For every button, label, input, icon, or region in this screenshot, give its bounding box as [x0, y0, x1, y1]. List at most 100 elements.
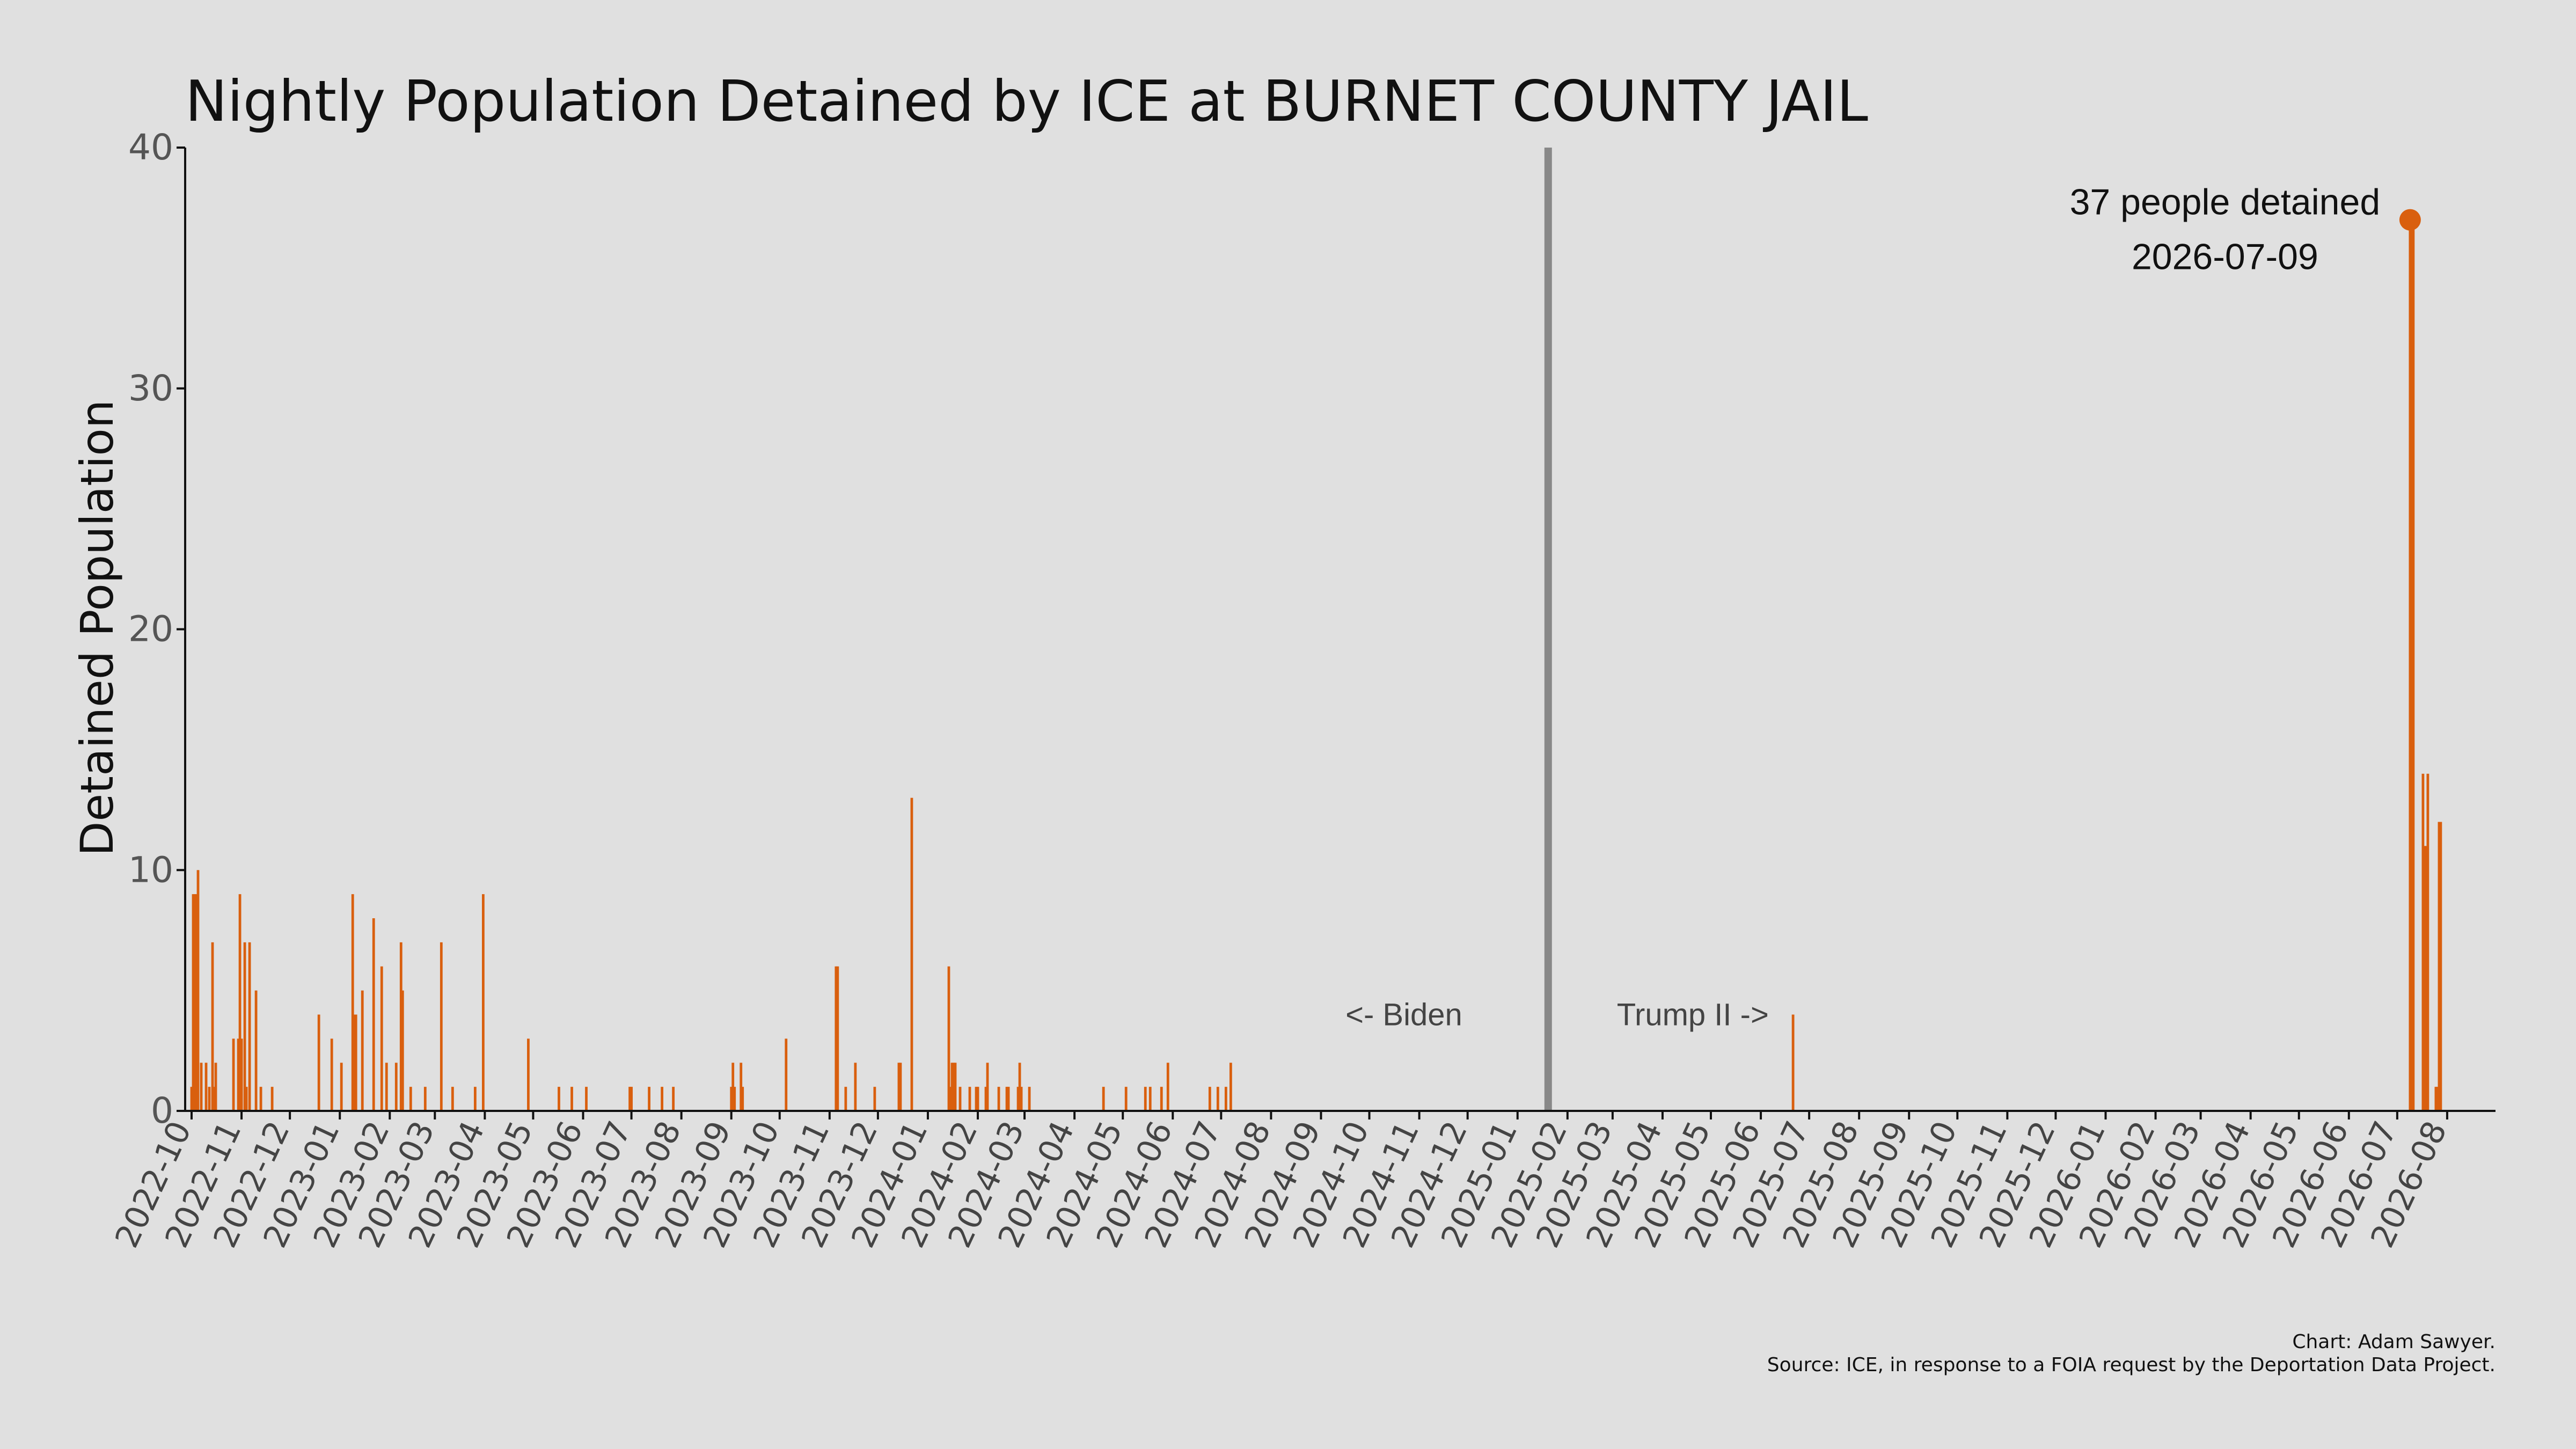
- bar: [1229, 1063, 1232, 1111]
- bar: [1016, 1087, 1020, 1111]
- bar: [190, 1087, 193, 1111]
- bar: [1224, 1087, 1227, 1111]
- bar: [844, 1087, 847, 1111]
- bar: [195, 894, 198, 1111]
- chart-credit: Chart: Adam Sawyer.: [2292, 1331, 2496, 1353]
- bar: [986, 1063, 989, 1111]
- bar: [193, 894, 196, 1111]
- bar: [835, 966, 838, 1111]
- bar: [317, 1014, 320, 1111]
- bar: [733, 1087, 736, 1111]
- y-tick-label: 20: [128, 609, 173, 650]
- y-tick-label: 0: [151, 1090, 173, 1131]
- era-label-trump: Trump II ->: [1617, 998, 1769, 1033]
- bar: [2423, 846, 2426, 1111]
- bar: [854, 1063, 857, 1111]
- bar: [1144, 1087, 1147, 1111]
- bar: [2409, 219, 2412, 1111]
- bar: [196, 870, 200, 1111]
- bar: [440, 942, 443, 1111]
- bar-series: [190, 219, 2442, 1111]
- bar: [1102, 1087, 1105, 1111]
- bar: [954, 1063, 957, 1111]
- bar: [527, 1038, 530, 1111]
- bar: [451, 1087, 454, 1111]
- bar: [2434, 1087, 2438, 1111]
- bar: [409, 1087, 412, 1111]
- bar: [661, 1087, 664, 1111]
- peak-marker: [2399, 209, 2421, 231]
- bar: [385, 1063, 388, 1111]
- bar: [1216, 1087, 1219, 1111]
- bar: [211, 942, 214, 1111]
- bar: [952, 1063, 955, 1111]
- bar: [354, 1014, 357, 1111]
- bar: [975, 1087, 978, 1111]
- bar: [947, 966, 950, 1111]
- bar: [473, 1087, 477, 1111]
- bar: [2412, 219, 2415, 1111]
- y-axis-label: Detained Population: [71, 400, 123, 856]
- bar: [628, 1087, 631, 1111]
- bar: [351, 894, 354, 1111]
- bar: [740, 1063, 743, 1111]
- bar: [423, 1087, 427, 1111]
- bar: [958, 1087, 962, 1111]
- era-label-biden: <- Biden: [1345, 998, 1462, 1033]
- y-tick-label: 30: [128, 368, 173, 409]
- bar: [1166, 1063, 1169, 1111]
- bar: [330, 1038, 333, 1111]
- bar: [380, 966, 383, 1111]
- bar: [1020, 1087, 1023, 1111]
- bar: [340, 1063, 343, 1111]
- bar: [254, 990, 258, 1111]
- bar: [2438, 822, 2441, 1111]
- bar: [1028, 1087, 1031, 1111]
- bar: [372, 918, 375, 1111]
- bar: [213, 1087, 216, 1111]
- bar: [2425, 846, 2428, 1111]
- peak-annotation-count: 37 people detained: [2070, 182, 2381, 223]
- bar: [873, 1087, 876, 1111]
- y-tick-label: 40: [128, 127, 173, 168]
- bar: [399, 942, 402, 1111]
- bar: [2410, 219, 2413, 1111]
- bar: [232, 1038, 235, 1111]
- bar: [192, 894, 195, 1111]
- bar: [248, 942, 251, 1111]
- bar: [899, 1063, 902, 1111]
- y-tick-label: 10: [128, 849, 173, 890]
- bar: [672, 1087, 675, 1111]
- bar: [1148, 1087, 1152, 1111]
- bar: [950, 1063, 954, 1111]
- bar: [785, 1038, 788, 1111]
- bar: [570, 1087, 573, 1111]
- bar: [558, 1087, 560, 1111]
- bar: [240, 1038, 243, 1111]
- bar: [200, 1063, 203, 1111]
- bar: [741, 1087, 744, 1111]
- bar: [910, 797, 913, 1111]
- chart-title: Nightly Population Detained by ICE at BU…: [185, 69, 1868, 134]
- bar: [976, 1087, 979, 1111]
- bar: [270, 1087, 274, 1111]
- bar: [1005, 1087, 1008, 1111]
- bar: [731, 1063, 735, 1111]
- bar: [2426, 773, 2429, 1111]
- y-axis-ticks: 0 10 20 30 40: [128, 127, 185, 1131]
- bar: [984, 1087, 987, 1111]
- bar: [1160, 1087, 1163, 1111]
- bar: [401, 990, 404, 1111]
- bar: [968, 1087, 971, 1111]
- bar: [204, 1063, 208, 1111]
- bar: [949, 1087, 952, 1111]
- bar: [259, 1087, 262, 1111]
- bar: [585, 1087, 588, 1111]
- bar: [208, 1087, 211, 1111]
- bar: [2439, 822, 2442, 1111]
- chart-source: Source: ICE, in response to a FOIA reque…: [1767, 1354, 2496, 1376]
- bar: [237, 1038, 240, 1111]
- peak-annotation-date: 2026-07-09: [2132, 237, 2318, 277]
- bar: [1791, 1014, 1795, 1111]
